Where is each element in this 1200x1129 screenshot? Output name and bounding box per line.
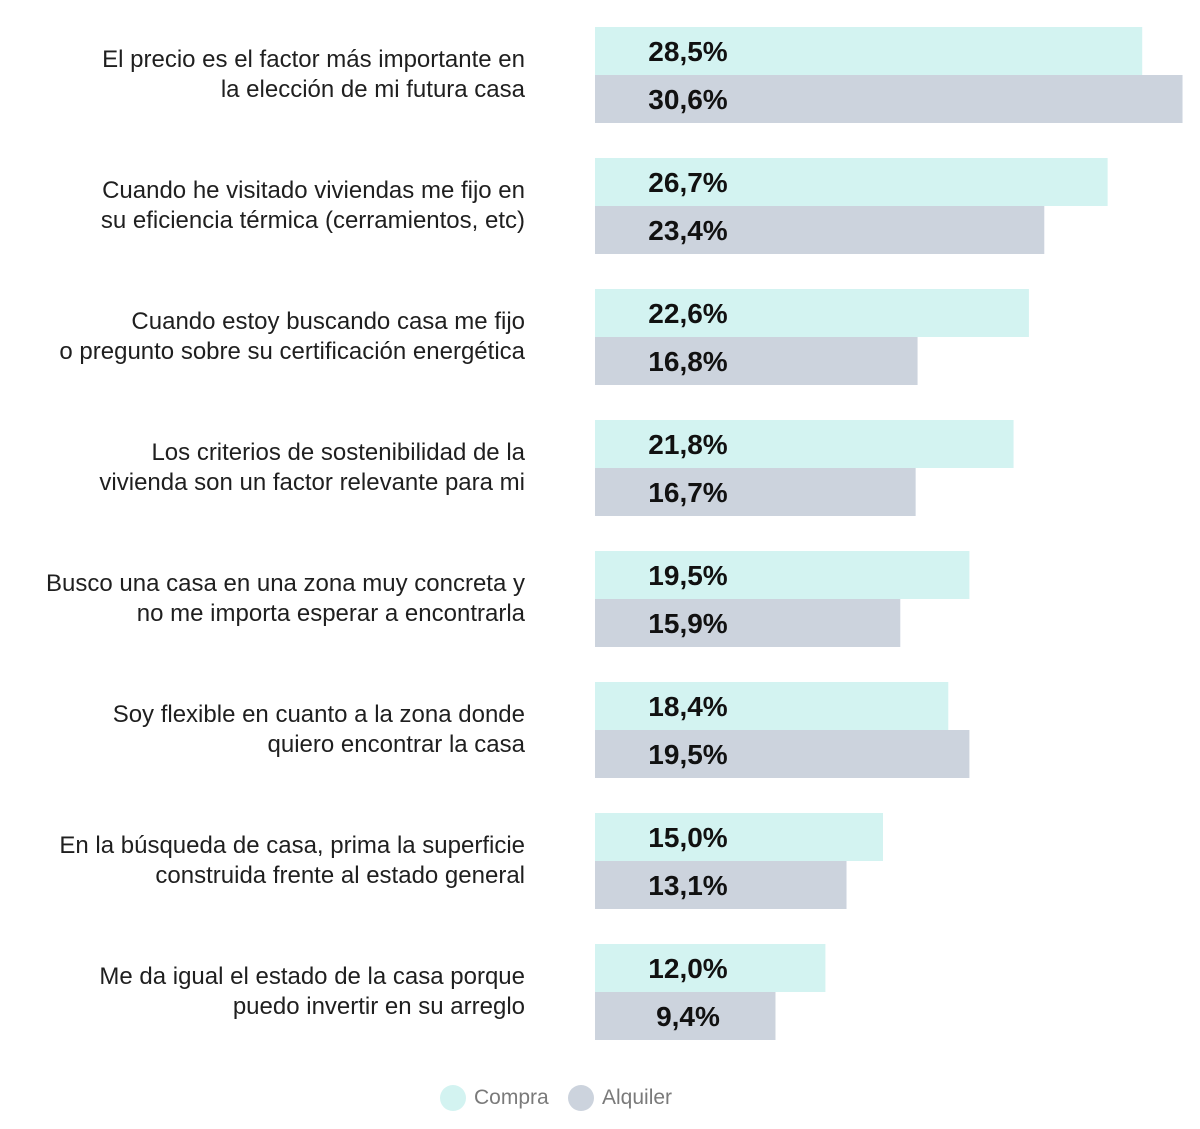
category-label: Cuando estoy buscando casa me fijo o preg… [59, 308, 525, 365]
value-label-alquiler: 30,6% [648, 84, 727, 115]
legend-label-compra: Compra [474, 1086, 549, 1109]
value-label-alquiler: 9,4% [656, 1001, 720, 1032]
category-label: Me da igual el estado de la casa porque p… [99, 963, 525, 1020]
value-label-alquiler: 16,8% [648, 346, 727, 377]
bar-compra [595, 158, 1108, 206]
legend-swatch-alquiler [568, 1085, 594, 1111]
category-label: El precio es el factor más importante en… [102, 46, 526, 103]
bar-alquiler [595, 75, 1183, 123]
bar-alquiler [595, 337, 918, 385]
category-label-line: Soy flexible en cuanto a la zona donde [113, 701, 525, 728]
bar-compra [595, 813, 883, 861]
bar-alquiler [595, 599, 901, 647]
bar-alquiler [595, 206, 1045, 254]
category-label-line: Cuando estoy buscando casa me fijo [131, 308, 525, 335]
value-label-compra: 19,5% [648, 560, 727, 591]
category-label: En la búsqueda de casa, prima la superfi… [59, 832, 525, 889]
category-label-line: no me importa esperar a encontrarla [137, 600, 526, 627]
category-label-line: Los criterios de sostenibilidad de la [151, 439, 525, 466]
value-label-alquiler: 15,9% [648, 608, 727, 639]
legend-item-alquiler: Alquiler [568, 1080, 672, 1116]
value-labels: 28,5% 30,6% 26,7% 23,4% 22,6% 16,8% 21,8% 16,7%… [648, 36, 727, 1032]
category-label: Soy flexible en cuanto a la zona donde qu… [113, 701, 526, 758]
category-label-line: Busco una casa en una zona muy concreta … [46, 570, 525, 597]
bar-alquiler [595, 861, 847, 909]
category-label-line: la elección de mi futura casa [221, 76, 526, 103]
value-label-compra: 21,8% [648, 429, 727, 460]
category-label: Cuando he visitado viviendas me fijo en s… [101, 177, 525, 234]
bar-alquiler [595, 992, 776, 1040]
category-label-line: El precio es el factor más importante en [102, 46, 525, 73]
category-label-line: Cuando he visitado viviendas me fijo en [102, 177, 525, 204]
bar-chart: El precio es el factor más importante en… [46, 27, 1183, 1040]
category-label-line: construida frente al estado general [155, 862, 525, 889]
category-label-line: En la búsqueda de casa, prima la superfi… [59, 832, 525, 859]
value-label-compra: 12,0% [648, 953, 727, 984]
value-label-compra: 22,6% [648, 298, 727, 329]
bars [595, 27, 1183, 1040]
value-label-compra: 26,7% [648, 167, 727, 198]
category-label: Los criterios de sostenibilidad de la viv… [99, 439, 525, 496]
value-label-compra: 15,0% [648, 822, 727, 853]
bar-compra [595, 682, 949, 730]
category-label-line: o pregunto sobre su certificación energé… [59, 338, 525, 365]
value-label-alquiler: 23,4% [648, 215, 727, 246]
bar-compra [595, 551, 970, 599]
bar-compra [595, 420, 1014, 468]
legend-item-compra: Compra [440, 1080, 549, 1116]
bar-compra [595, 27, 1143, 75]
category-label-line: Me da igual el estado de la casa porque [99, 963, 525, 990]
bar-alquiler [595, 730, 970, 778]
legend-swatch-compra [440, 1085, 466, 1111]
legend: Compra Alquiler [0, 1080, 1200, 1116]
category-label-line: puedo invertir en su arreglo [233, 993, 525, 1020]
value-label-alquiler: 16,7% [648, 477, 727, 508]
value-label-compra: 18,4% [648, 691, 727, 722]
category-label-line: su eficiencia térmica (cerramientos, etc… [101, 207, 525, 234]
legend-label-alquiler: Alquiler [602, 1086, 673, 1109]
bar-compra [595, 289, 1029, 337]
category-label-line: quiero encontrar la casa [268, 731, 526, 758]
category-label-line: vivienda son un factor relevante para mi [99, 469, 525, 496]
value-label-alquiler: 19,5% [648, 739, 727, 770]
value-label-compra: 28,5% [648, 36, 727, 67]
value-label-alquiler: 13,1% [648, 870, 727, 901]
bar-compra [595, 944, 826, 992]
bar-alquiler [595, 468, 916, 516]
category-label: Busco una casa en una zona muy concreta … [46, 570, 526, 627]
category-labels: El precio es el factor más importante en… [46, 46, 526, 1020]
